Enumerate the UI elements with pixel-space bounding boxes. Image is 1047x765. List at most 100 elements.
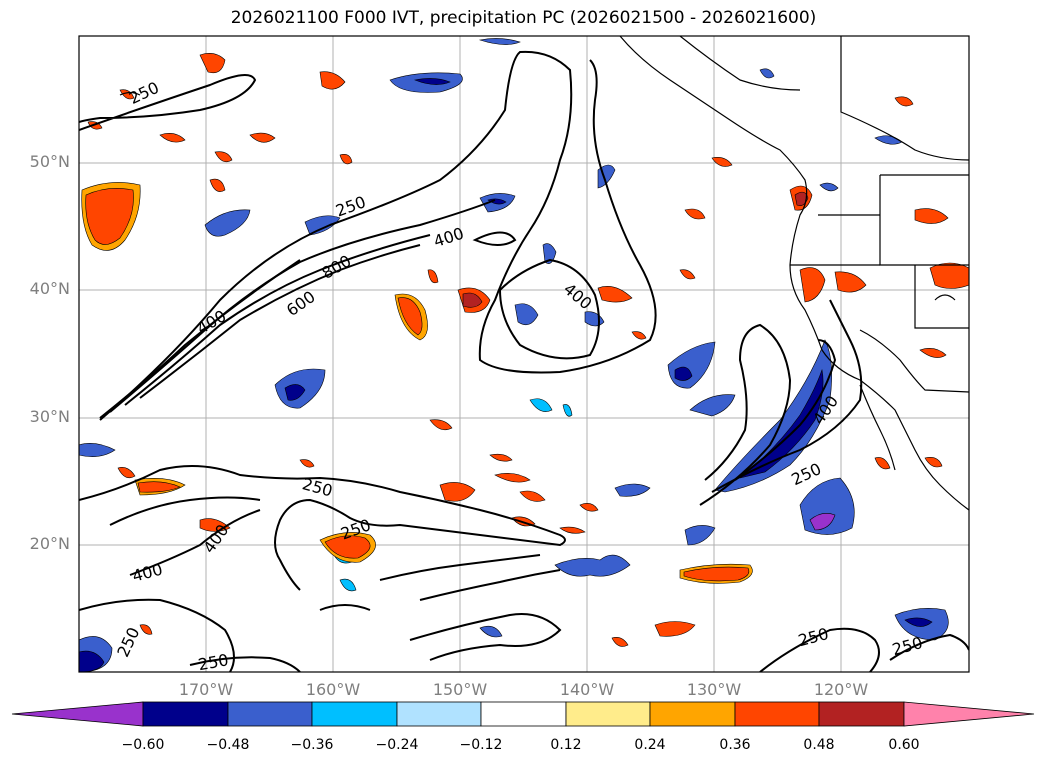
precip-area	[319, 71, 346, 90]
ivt-contours	[79, 50, 969, 672]
colorbar-tick-label: −0.24	[375, 737, 419, 753]
precip-area	[684, 208, 706, 220]
precip-area	[339, 154, 353, 165]
colorbar-tick-label: −0.36	[290, 737, 334, 753]
ivt-contour-250	[79, 465, 566, 591]
precip-area	[794, 191, 809, 206]
precip-area	[462, 292, 483, 308]
ivt-contour-400	[472, 231, 517, 246]
colorbar-tick-label: 0.12	[550, 737, 582, 753]
lat-label: 40°N	[29, 279, 70, 298]
precip-negative-areas	[79, 38, 949, 672]
precip-area	[631, 331, 647, 340]
ivt-contour-250	[109, 496, 261, 526]
precip-area	[478, 38, 521, 45]
colorbar-bin	[227, 701, 313, 727]
colorbar	[11, 701, 1035, 727]
colorbar-tick-label: 0.36	[719, 737, 751, 753]
precip-area	[924, 457, 943, 468]
precip-area	[284, 384, 306, 401]
ivt-contour-400	[109, 199, 496, 413]
lon-label: 140°W	[559, 680, 615, 699]
ivt-contour-250	[711, 299, 863, 493]
colorbar-tick-label: 0.60	[888, 737, 920, 753]
ivt-contour-250	[189, 656, 301, 672]
lat-label: 20°N	[29, 534, 70, 553]
precip-area	[397, 297, 423, 336]
precip-area	[819, 182, 839, 192]
precip-area	[304, 215, 341, 236]
colorbar-tick-label: 0.24	[634, 737, 666, 753]
precip-area	[427, 269, 439, 284]
precip-area	[611, 637, 629, 647]
lon-label: 150°W	[432, 680, 488, 699]
precip-area	[929, 262, 969, 289]
map-frame	[78, 35, 970, 673]
ivt-contour-250	[379, 554, 541, 581]
colorbar-bin	[396, 701, 482, 727]
precip-area	[914, 208, 949, 224]
precip-area	[413, 78, 451, 85]
precip-area	[614, 483, 651, 497]
ivt-contour-400	[129, 509, 261, 576]
colorbar-extend-low	[11, 701, 144, 727]
lat-label: 30°N	[29, 407, 70, 426]
ivt-contour-250	[419, 569, 561, 601]
precip-area	[429, 419, 453, 431]
precip-area	[199, 53, 226, 74]
precip-area	[79, 443, 116, 457]
precip-area	[654, 621, 696, 637]
colorbar-bin	[818, 701, 905, 727]
ivt-contour-400	[99, 259, 301, 419]
ivt-contour-400	[734, 339, 837, 481]
precip-area	[834, 271, 867, 293]
colorbar-bin	[311, 701, 398, 727]
precip-area	[684, 525, 716, 546]
ivt-contour-250	[99, 50, 657, 421]
precip-area	[299, 459, 315, 468]
ivt-contour-250	[79, 74, 257, 131]
precip-area	[874, 457, 891, 470]
ivt-contour-250	[409, 613, 562, 661]
precip-area	[214, 151, 233, 163]
ivt-contour-250	[699, 323, 792, 506]
precip-area	[689, 394, 736, 417]
precip-area	[324, 535, 371, 559]
ivt-contour-600	[124, 234, 431, 406]
ivt-contour-250	[319, 604, 371, 611]
colorbar-tick-label: 0.48	[803, 737, 835, 753]
precip-area	[204, 209, 251, 237]
colorbar-extend-high	[903, 701, 1035, 727]
precip-area	[85, 188, 134, 245]
precip-area	[554, 554, 631, 577]
coastlines	[119, 36, 969, 511]
precip-area	[519, 490, 546, 502]
ivt-contour-250	[759, 627, 880, 672]
colorbar-tick-label: −0.48	[206, 737, 250, 753]
precip-area	[439, 482, 476, 502]
precip-area	[919, 348, 947, 358]
precip-area	[489, 453, 513, 462]
precip-area	[904, 617, 933, 627]
ivt-contour-250	[889, 633, 969, 661]
lat-label: 50°N	[29, 152, 70, 171]
lon-label: 160°W	[305, 680, 361, 699]
colorbar-tick-label: −0.12	[459, 737, 503, 753]
precip-area	[494, 473, 531, 483]
precip-area	[137, 481, 181, 493]
precip-area	[514, 303, 539, 326]
precip-area	[209, 178, 226, 192]
precip-area	[119, 89, 135, 100]
colorbar-bin	[649, 701, 736, 727]
precip-area	[711, 157, 733, 167]
precip-area	[679, 269, 696, 280]
precip-area	[529, 398, 553, 412]
precip-area	[139, 624, 153, 635]
precip-area	[542, 243, 557, 264]
colorbar-bin	[142, 701, 229, 727]
precip-area	[579, 503, 599, 512]
lon-label: 130°W	[686, 680, 742, 699]
precip-area	[159, 133, 186, 143]
precip-area	[479, 625, 503, 638]
